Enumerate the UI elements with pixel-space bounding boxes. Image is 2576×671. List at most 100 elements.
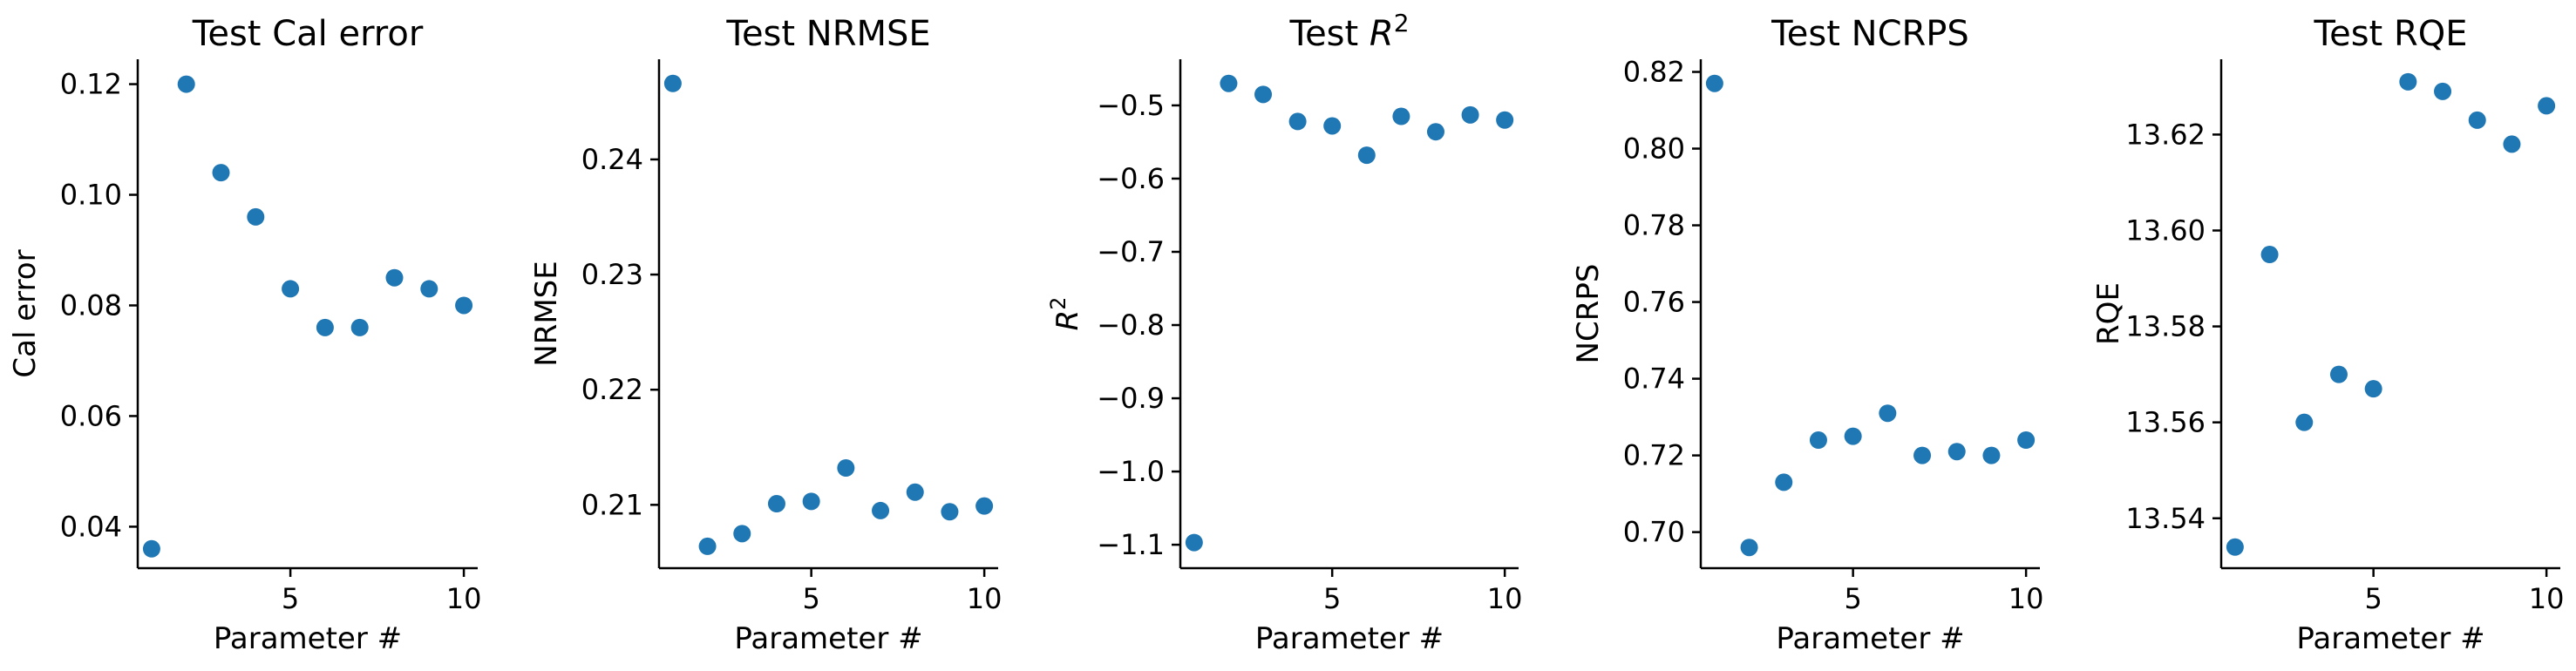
chart-title: Test Cal error xyxy=(192,14,424,54)
data-point xyxy=(975,497,994,515)
y-axis-label-part-0: R xyxy=(1050,310,1085,331)
y-axis-label-part-0: NRMSE xyxy=(529,261,564,366)
chart-title: Test RQE xyxy=(2313,14,2467,54)
data-point xyxy=(1705,74,1723,92)
y-axis-label-part-1: 2 xyxy=(1046,297,1071,310)
data-point xyxy=(941,503,959,521)
chart-title-part-0: Test NCRPS xyxy=(1771,14,1969,54)
data-point xyxy=(455,296,473,315)
data-point xyxy=(1947,443,1966,461)
x-tick-label: 10 xyxy=(446,582,482,615)
y-tick-label: −0.6 xyxy=(1097,162,1165,195)
data-point xyxy=(1982,446,2001,464)
x-tick-label: 10 xyxy=(2529,582,2565,615)
data-point xyxy=(1913,446,1932,464)
y-tick-label: 0.80 xyxy=(1623,132,1685,166)
data-point xyxy=(767,495,785,513)
data-point xyxy=(1775,473,1793,491)
x-axis-label: Parameter # xyxy=(734,621,922,656)
y-tick-label: −1.0 xyxy=(1097,455,1165,488)
y-tick-label: 0.70 xyxy=(1623,516,1685,549)
data-point xyxy=(177,75,195,93)
data-point xyxy=(1879,404,1897,423)
data-point xyxy=(1323,117,1342,135)
chart-title-part-2: 2 xyxy=(1394,9,1410,37)
x-tick-label: 5 xyxy=(1323,582,1341,615)
data-point xyxy=(2017,431,2036,450)
data-point xyxy=(2260,246,2279,264)
data-point xyxy=(2434,82,2452,100)
data-point xyxy=(1461,105,1479,124)
data-point xyxy=(872,501,890,519)
y-tick-label: 0.06 xyxy=(60,399,122,432)
y-tick-label: 0.82 xyxy=(1623,56,1685,89)
y-tick-label: 0.22 xyxy=(581,373,643,406)
data-point xyxy=(1220,74,1238,92)
data-point xyxy=(1740,539,1758,557)
data-point xyxy=(906,483,924,501)
data-point xyxy=(212,164,230,182)
data-point xyxy=(247,207,265,226)
x-tick-label: 10 xyxy=(967,582,1003,615)
data-point xyxy=(1426,123,1444,141)
data-point xyxy=(698,537,717,555)
y-tick-label: −0.9 xyxy=(1097,382,1165,415)
chart-title-part-0: Test RQE xyxy=(2313,14,2467,54)
chart-title: Test R2 xyxy=(1288,9,1409,55)
chart-title-part-0: Test Cal error xyxy=(192,14,424,54)
data-point xyxy=(2295,413,2314,431)
x-tick-label: 10 xyxy=(1487,582,1523,615)
y-axis-label: NRMSE xyxy=(529,261,564,366)
data-point xyxy=(1288,112,1307,131)
y-tick-label: 0.12 xyxy=(60,68,122,101)
data-point xyxy=(802,492,820,511)
y-tick-label: 0.76 xyxy=(1623,286,1685,319)
data-point xyxy=(2329,365,2348,383)
y-tick-label: 0.24 xyxy=(581,143,643,176)
y-tick-label: −0.8 xyxy=(1097,308,1165,342)
y-axis-label: NCRPS xyxy=(1571,264,1606,364)
chart-title: Test NCRPS xyxy=(1771,14,1969,54)
y-tick-label: 0.72 xyxy=(1623,439,1685,472)
y-tick-label: 13.54 xyxy=(2125,502,2206,535)
x-axis-label: Parameter # xyxy=(214,621,402,656)
y-tick-label: 13.60 xyxy=(2125,214,2206,247)
data-point xyxy=(2226,538,2244,556)
y-tick-label: −0.7 xyxy=(1097,235,1165,268)
panel-4: 0.70 0.72 0.74 0.76 0.78 0.80 0.82 5 10 Test NCRP… xyxy=(1571,14,2043,656)
data-point xyxy=(282,280,300,298)
data-point xyxy=(2538,97,2556,115)
x-axis-label: Parameter # xyxy=(1255,621,1444,656)
data-point xyxy=(2399,72,2417,91)
data-point xyxy=(1844,427,1862,445)
data-point xyxy=(2364,380,2382,398)
y-axis-label-part-0: Cal error xyxy=(8,249,43,377)
data-point xyxy=(663,74,682,92)
y-tick-label: 0.78 xyxy=(1623,209,1685,242)
chart-title-part-1: R xyxy=(1370,14,1394,54)
data-point xyxy=(1254,85,1273,104)
y-axis-label-part-0: RQE xyxy=(2091,282,2126,345)
x-tick-label: 10 xyxy=(2008,582,2044,615)
x-tick-label: 5 xyxy=(2364,582,2382,615)
data-point xyxy=(385,268,404,287)
y-tick-label: 0.04 xyxy=(60,510,122,543)
panel-5: 13.54 13.56 13.58 13.60 13.62 5 10 Test RQE Para… xyxy=(2091,14,2564,656)
panel-3: −1.1 −1.0 −0.9 −0.8 −0.7 −0.6 −0.5 5 10 Test R2 Pa… xyxy=(1046,9,1523,657)
data-point xyxy=(316,318,334,336)
x-tick-label: 5 xyxy=(1844,582,1861,615)
data-point xyxy=(1392,107,1410,125)
y-tick-label: 0.08 xyxy=(60,288,122,322)
y-tick-label: −1.1 xyxy=(1097,528,1165,561)
chart-title-part-0: Test NRMSE xyxy=(725,14,930,54)
panel-1: 0.04 0.06 0.08 0.10 0.12 5 10 Test Cal error Par… xyxy=(8,14,481,656)
data-point xyxy=(420,280,438,298)
y-axis-label: R2 xyxy=(1046,297,1085,331)
data-point xyxy=(350,318,369,336)
x-axis-label: Parameter # xyxy=(1776,621,1964,656)
y-tick-label: 0.10 xyxy=(60,179,122,212)
data-point xyxy=(1809,431,1827,450)
y-tick-label: −0.5 xyxy=(1097,89,1165,122)
data-point xyxy=(2503,135,2521,153)
